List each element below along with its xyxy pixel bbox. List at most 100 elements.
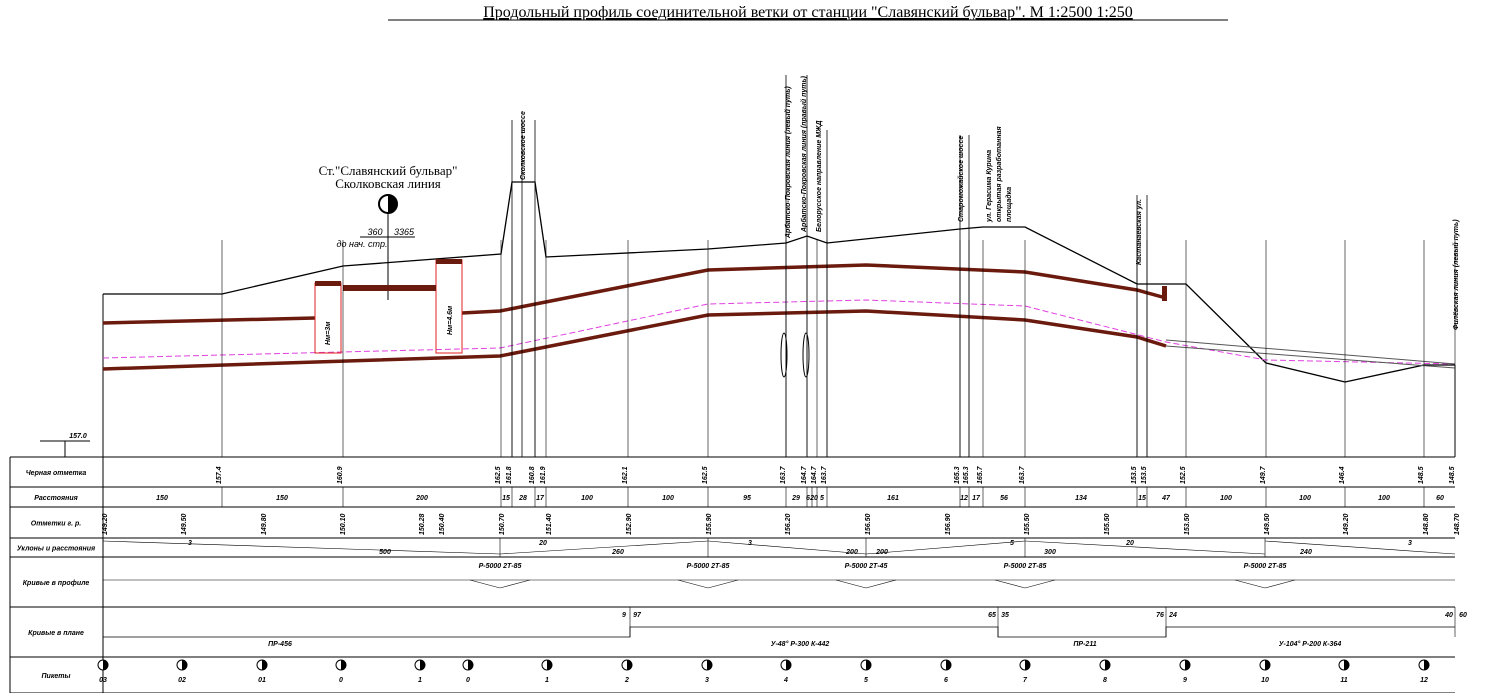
design-mark: 149.50 [1264, 513, 1271, 535]
design-mark: 150.40 [439, 513, 446, 535]
plan-number: 40 [1444, 612, 1453, 619]
picket: 3 [705, 677, 709, 684]
picket-mark-half [262, 660, 267, 670]
distance: 150 [156, 495, 168, 502]
tunnel-section [802, 332, 810, 378]
picket: 1 [418, 677, 422, 684]
ground-mark: 162.5 [495, 466, 502, 484]
ground-mark: 148.5 [1418, 466, 1425, 484]
picket: 0 [339, 677, 343, 684]
picket: 02 [178, 677, 186, 684]
picket: 2 [624, 677, 629, 684]
slope-grade: 3 [188, 540, 192, 547]
picket-mark-half [946, 660, 951, 670]
slope-length: 300 [1044, 549, 1056, 556]
station-line: Сколковская линия [335, 176, 441, 191]
object-label: площадка [1005, 187, 1013, 222]
picket: 01 [258, 677, 266, 684]
distance: 134 [1075, 495, 1087, 502]
object-labels: Сколковское шоссе Арбатско-Покровская лин… [221, 75, 1460, 457]
object-label: Староможайское шоссе [957, 136, 965, 222]
row-label: Кривые в профиле [23, 580, 90, 587]
picket-mark-half [182, 660, 187, 670]
design-mark: 150.28 [419, 513, 426, 535]
plan-number: 24 [1168, 612, 1177, 619]
tunnel-top [102, 316, 316, 325]
slope-length: 200 [845, 549, 858, 556]
slope-line [707, 540, 867, 555]
picket-mark-half [1105, 660, 1110, 670]
datum-label: 157.0 [69, 433, 87, 440]
slope-length: 500 [379, 549, 391, 556]
distance: 56 [1000, 495, 1008, 502]
slope-grade: 20 [1125, 540, 1134, 547]
row-label: Кривые в плане [28, 630, 84, 637]
picket: 11 [1340, 677, 1347, 684]
distance: 100 [581, 495, 593, 502]
ground-mark: 164.7 [801, 465, 808, 484]
design-mark: 155.50 [1104, 513, 1111, 535]
row-label: Отметки г. р. [31, 521, 81, 528]
ground-mark: 163.7 [1019, 465, 1026, 484]
picket: 03 [99, 677, 107, 684]
slope-grade: 20 [538, 540, 547, 547]
picket-mark-half [707, 660, 712, 670]
distance: 100 [1299, 495, 1311, 502]
ground-mark: 149.7 [1260, 465, 1267, 484]
distance: 28 [518, 495, 527, 502]
profile-curve-mark [994, 579, 1056, 589]
picket-mark-half [547, 660, 552, 670]
distance: 15 [502, 495, 510, 502]
design-mark: 156.90 [945, 513, 952, 535]
profile-curve-mark [1234, 579, 1296, 589]
ground-line [103, 181, 1455, 383]
object-label: Белорусское направление МЖД [816, 120, 823, 232]
picket-mark-half [1424, 660, 1429, 670]
distance: 150 [276, 495, 288, 502]
tunnel-exit [1165, 345, 1456, 369]
object-label: Арбатско-Покровская линия (левый путь) [784, 86, 792, 239]
picket-mark-half [1265, 660, 1270, 670]
design-mark: 151.40 [546, 513, 553, 535]
slope-line [1264, 540, 1456, 555]
slope-line [499, 540, 709, 555]
distance: 17 [972, 495, 981, 502]
slope-line [102, 540, 501, 555]
slope-grade: 5 [1010, 540, 1014, 547]
slope-line [865, 540, 1026, 555]
depth-label: Нм=3м [325, 321, 332, 345]
picket: 8 [1103, 677, 1107, 684]
slope-length: 260 [611, 549, 624, 556]
picket-mark-half [786, 660, 791, 670]
row-label: Расстояния [34, 495, 78, 502]
distance: 5 [820, 495, 824, 502]
ground-mark: 161.8 [506, 466, 513, 484]
slope-grade: 3 [1408, 540, 1412, 547]
design-mark: 155.50 [1024, 513, 1031, 535]
picket-mark-half [468, 660, 473, 670]
distance: 12 [960, 495, 968, 502]
object-label: открытая разработанная [995, 126, 1003, 222]
station-slab [436, 259, 462, 264]
object-label: ул. Герасима Курина [986, 150, 993, 223]
profile-curve-mark [835, 579, 897, 589]
portal [1162, 286, 1167, 301]
picket-mark-half [866, 660, 871, 670]
picket: 7 [1023, 677, 1028, 684]
row-label: Уклоны и расстояния [17, 546, 95, 553]
rail-level [102, 299, 1456, 365]
distance: 20 [809, 495, 818, 502]
slope-length: 200 [875, 549, 888, 556]
tunnel-exit [1165, 339, 1456, 365]
design-mark: 148.70 [1454, 513, 1461, 535]
ground-mark: 160.8 [529, 466, 536, 484]
profile-curve: Р-5000 2Т-85 [479, 563, 522, 570]
ground-mark: 163.7 [780, 465, 787, 484]
picket: 4 [783, 677, 788, 684]
profile-curve: Р-5000 2Т-85 [1244, 563, 1287, 570]
tunnel-top [461, 263, 1167, 315]
profile-curve-mark [469, 579, 531, 589]
title: Продольный профиль соединительной ветки … [483, 4, 1133, 21]
profile-curve: Р-5000 2Т-85 [1004, 563, 1047, 570]
